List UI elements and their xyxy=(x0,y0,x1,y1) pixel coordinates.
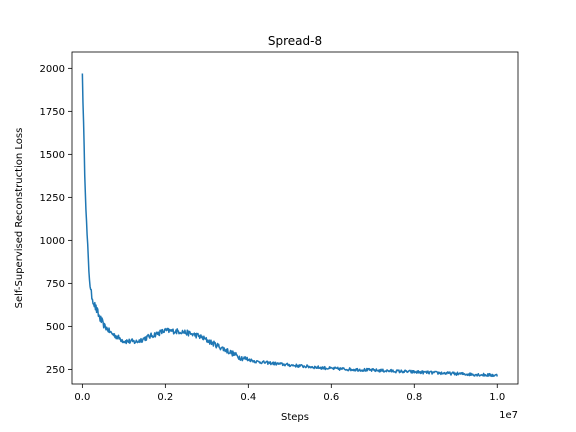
y-axis-label: Self-Supervised Reconstruction Loss xyxy=(14,128,25,309)
y-tick-label: 1500 xyxy=(40,150,65,161)
y-tick-label: 1250 xyxy=(40,193,65,204)
series-line xyxy=(81,73,498,378)
series-group xyxy=(81,73,498,378)
x-offset-label: 1e7 xyxy=(499,410,518,421)
x-axis-label: Steps xyxy=(281,412,309,423)
x-axis-ticks: 0.0 0.2 0.4 0.6 0.8 1.0 xyxy=(74,384,505,403)
plot-area xyxy=(71,51,519,385)
y-tick-label: 1000 xyxy=(40,236,65,247)
x-tick-label: 0.8 xyxy=(406,392,422,403)
x-tick-label: 0.6 xyxy=(323,392,339,403)
x-tick-label: 0.0 xyxy=(74,392,90,403)
y-tick-label: 250 xyxy=(46,365,65,376)
y-tick-label: 2000 xyxy=(40,64,65,75)
y-tick-label: 1750 xyxy=(40,107,65,118)
chart-title: Spread-8 xyxy=(268,34,322,48)
y-tick-label: 750 xyxy=(46,279,65,290)
x-tick-label: 1.0 xyxy=(489,392,505,403)
x-tick-label: 0.4 xyxy=(240,392,256,403)
y-tick-label: 500 xyxy=(46,322,65,333)
x-tick-label: 0.2 xyxy=(157,392,173,403)
y-axis-ticks: 250 500 750 1000 1250 1500 1750 2000 xyxy=(40,64,72,376)
